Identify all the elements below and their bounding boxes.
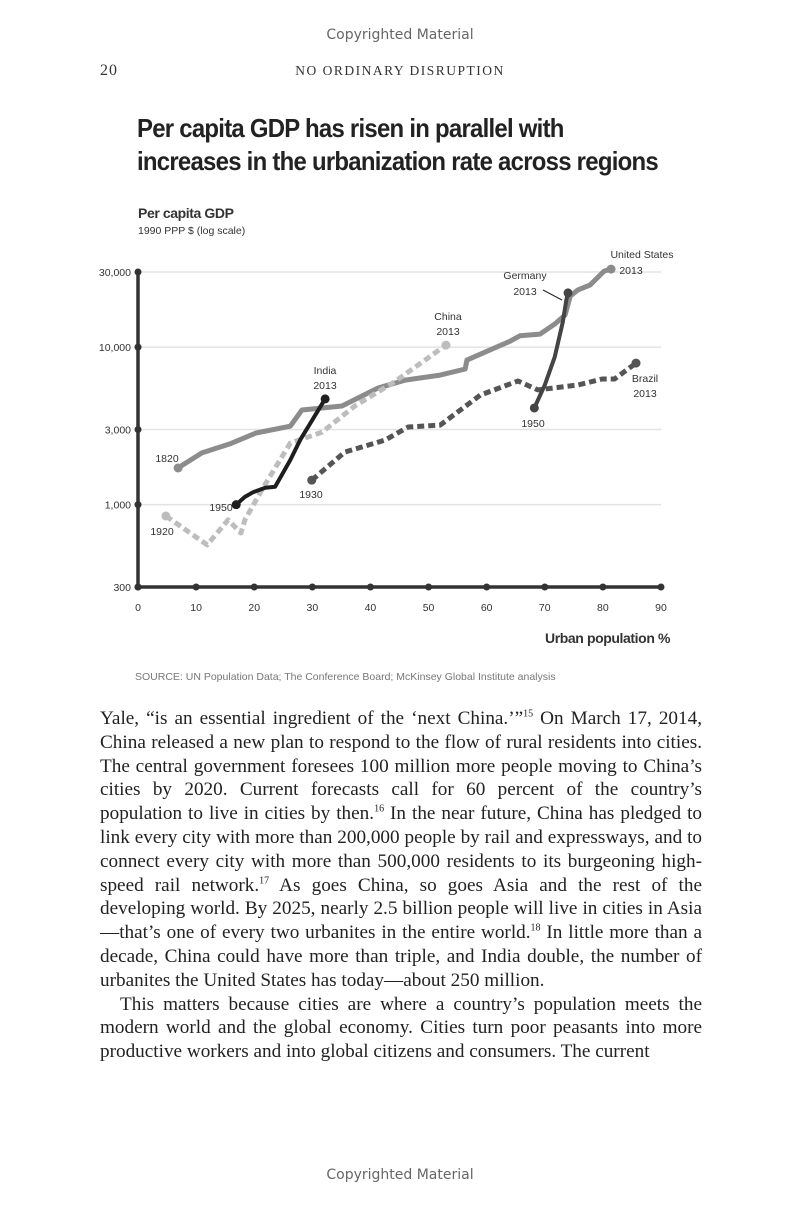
y-tick-label: 300	[113, 582, 131, 594]
series-line-germany	[532, 292, 570, 409]
series-end-point	[320, 394, 330, 404]
y-tick-label: 3,000	[105, 425, 131, 437]
x-tick-label: 10	[190, 602, 202, 614]
label-germany: Germany	[503, 270, 547, 282]
series-end-point	[563, 288, 573, 298]
series-start-point	[307, 475, 317, 485]
series-line-india	[234, 397, 327, 507]
label-india-year: 2013	[313, 380, 337, 392]
series-start-point	[529, 403, 539, 413]
x-tick-mark	[483, 583, 491, 591]
series-line-united-states	[176, 266, 612, 471]
chart-title-line-1: Per capita GDP has risen in parallel wit…	[137, 113, 564, 143]
y-tick-label: 10,000	[99, 342, 131, 354]
label-china: China	[434, 311, 462, 323]
x-tick-mark	[192, 583, 200, 591]
x-tick-mark	[657, 583, 665, 591]
label-india: India	[314, 365, 337, 377]
paragraph-2: This matters because cities are where a …	[100, 993, 702, 1063]
body-text: Yale, “is an essential ingredient of the…	[100, 707, 702, 1064]
label-us-start: 1820	[155, 453, 179, 465]
x-tick-mark	[308, 583, 316, 591]
label-germany-year: 2013	[513, 286, 537, 298]
chart-title: Per capita GDP has risen in parallel wit…	[137, 112, 659, 178]
label-united-states: United States	[610, 249, 673, 261]
series-end-point	[441, 340, 451, 350]
x-tick-mark	[599, 583, 607, 591]
series-start-point	[173, 463, 183, 473]
paragraph-1: Yale, “is an essential ingredient of the…	[100, 707, 702, 993]
germany-leader-line	[542, 289, 563, 301]
chart-source: SOURCE: UN Population Data; The Conferen…	[135, 671, 556, 683]
x-tick-label: 80	[597, 602, 609, 614]
x-tick-label: 40	[365, 602, 377, 614]
x-tick-label: 70	[539, 602, 551, 614]
x-tick-label: 0	[135, 602, 141, 614]
x-tick-mark	[425, 583, 433, 591]
label-china-year: 2013	[436, 326, 460, 338]
x-tick-label: 50	[423, 602, 435, 614]
text: As goes China, so goes Asia and the rest…	[100, 874, 702, 944]
x-tick-label: 20	[248, 602, 260, 614]
copyright-watermark-bottom: Copyrighted Material	[326, 1167, 474, 1183]
x-tick-label: 60	[481, 602, 493, 614]
label-china-start: 1920	[150, 526, 174, 538]
text: Yale, “is an essential ingredient of the…	[100, 708, 524, 729]
running-head: NO ORDINARY DISRUPTION	[295, 63, 505, 78]
footnote-ref: 18	[530, 922, 541, 934]
y-axis-title: Per capita GDP	[138, 205, 234, 221]
y-tick-label: 1,000	[105, 500, 131, 512]
chart-title-line-2: increases in the urbanization rate acros…	[137, 146, 659, 176]
x-tick-mark	[366, 583, 374, 591]
copyright-watermark-top: Copyrighted Material	[326, 27, 474, 43]
chart-plot: 30,000 10,000 3,000 1,000 300 0 10 20 30 40 50 60 70…	[99, 249, 674, 614]
x-tick-mark	[250, 583, 258, 591]
footnote-ref: 15	[523, 708, 534, 720]
text: On March 17, 2014, China released a new …	[100, 708, 703, 825]
text: In little more than a decade, China coul…	[100, 922, 702, 991]
series-line-china	[164, 343, 448, 548]
label-brazil-start: 1930	[299, 489, 323, 501]
page-number: 20	[100, 62, 118, 79]
x-tick-label: 30	[306, 602, 318, 614]
footnote-ref: 17	[259, 875, 270, 887]
footnote-ref: 16	[374, 803, 385, 815]
label-united-states-year: 2013	[619, 265, 643, 277]
text: In the near future, China has pledged to…	[100, 803, 702, 896]
x-axis-title: Urban population %	[545, 630, 671, 646]
label-brazil-year: 2013	[633, 388, 657, 400]
series-end-point	[631, 358, 641, 368]
y-axis-subtitle: 1990 PPP $ (log scale)	[138, 225, 246, 237]
label-india-start: 1950	[209, 502, 233, 514]
x-tick-label: 90	[655, 602, 667, 614]
y-tick-label: 30,000	[99, 267, 131, 279]
series-start-point	[161, 511, 171, 521]
x-tick-mark	[134, 583, 142, 591]
x-tick-mark	[541, 583, 549, 591]
label-germany-start: 1950	[521, 418, 545, 430]
series-line-brazil	[310, 361, 638, 483]
label-brazil: Brazil	[632, 373, 658, 385]
series-start-point	[231, 500, 241, 510]
series-end-point	[606, 264, 616, 274]
